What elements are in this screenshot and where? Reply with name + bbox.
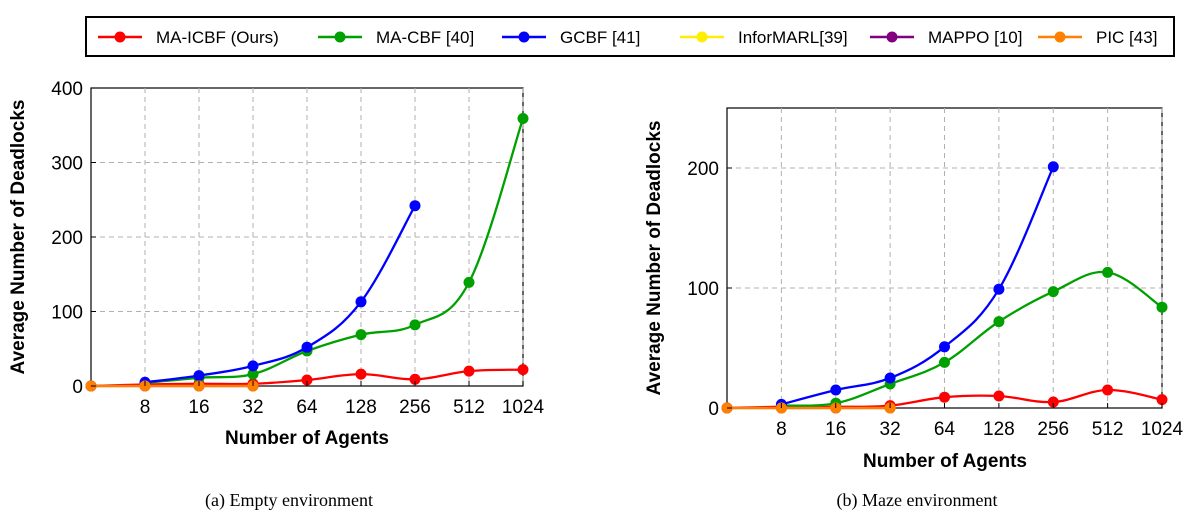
data-point-ma-cbf-40: [1156, 301, 1168, 313]
y-axis-title-a: Average Number of Deadlocks: [8, 100, 29, 375]
data-point-ma-icbf-ours: [301, 374, 313, 386]
y-tick-label: 200: [687, 159, 719, 180]
series-line-gcbf-41: [144, 205, 417, 384]
y-axis-title-b: Average Number of Deadlocks: [644, 121, 665, 396]
caption-b: (b) Maze environment: [837, 490, 998, 511]
legend-entry-mappo-10: MAPPO [10]: [870, 28, 1022, 47]
series-gcbf-41: [139, 200, 421, 388]
data-point-gcbf-41: [830, 384, 842, 396]
legend-box: [85, 16, 1175, 57]
legend-entry-pic-43: PIC [43]: [1038, 28, 1157, 47]
data-point-ma-icbf-ours: [939, 391, 950, 403]
x-tick-label: 16: [188, 397, 209, 418]
y-tick-label: 0: [72, 377, 83, 398]
data-point-ma-cbf-40: [355, 329, 367, 341]
y-tick-label: 200: [51, 228, 83, 249]
data-point-ma-icbf-ours: [517, 364, 529, 376]
chart-empty-environment: 8 16 32 64 128 256 512 1024 0 100 200 300 400 Numbe…: [8, 79, 545, 511]
series-gcbf-41: [775, 161, 1059, 410]
data-point-ma-cbf-40: [939, 356, 950, 368]
y-tick-label: 300: [51, 154, 83, 175]
x-tick-label: 512: [1092, 419, 1124, 440]
data-point-ma-icbf-ours: [355, 368, 367, 380]
data-point-gcbf-41: [1047, 161, 1059, 173]
legend-entry-ma-icbf-ours: MA-ICBF (Ours): [98, 28, 279, 47]
legend-label: PIC [43]: [1096, 28, 1157, 47]
data-point-ma-icbf-ours: [409, 373, 421, 385]
legend-label: MA-ICBF (Ours): [156, 28, 279, 47]
legend-marker: [886, 31, 898, 43]
x-tick-label: 256: [1037, 419, 1069, 440]
data-point-ma-cbf-40: [247, 368, 259, 380]
data-point-gcbf-41: [409, 200, 421, 212]
data-point-gcbf-41: [355, 296, 367, 308]
data-point-ma-cbf-40: [993, 316, 1005, 328]
legend-marker: [1054, 31, 1066, 43]
series-pic-43: [721, 402, 896, 414]
data-point-ma-cbf-40: [463, 276, 475, 288]
legend-marker: [518, 31, 530, 43]
legend-marker: [114, 31, 126, 43]
data-point-ma-icbf-ours: [993, 390, 1005, 402]
data-point-ma-cbf-40: [409, 319, 421, 331]
x-tick-label: 8: [140, 397, 151, 418]
data-point-ma-cbf-40: [517, 113, 529, 124]
y-tick-label: 400: [51, 79, 83, 100]
legend-marker: [334, 31, 346, 43]
data-point-gcbf-41: [301, 341, 313, 353]
x-tick-label: 16: [825, 419, 846, 440]
x-tick-label: 64: [296, 397, 318, 418]
y-tick-label: 100: [51, 303, 83, 324]
legend-entry-informarl-39: InforMARL[39]: [680, 28, 848, 47]
caption-a: (a) Empty environment: [205, 490, 373, 511]
x-tick-label: 1024: [1141, 419, 1184, 440]
x-axis-title-b: Number of Agents: [863, 451, 1027, 472]
data-point-ma-cbf-40: [1102, 266, 1114, 278]
data-point-ma-icbf-ours: [1156, 394, 1168, 406]
data-point-gcbf-41: [884, 372, 896, 384]
data-point-ma-icbf-ours: [1047, 396, 1059, 408]
legend-marker: [696, 31, 708, 43]
x-tick-label: 128: [345, 397, 377, 418]
x-tick-label: 512: [453, 397, 485, 418]
y-tick-label: 100: [687, 279, 719, 300]
x-tick-label: 1024: [502, 397, 545, 418]
series-line-gcbf-41: [781, 166, 1055, 406]
legend-label: MAPPO [10]: [928, 28, 1022, 47]
series-line-ma-cbf-40: [144, 118, 525, 385]
x-tick-label: 8: [776, 419, 787, 440]
data-point-ma-icbf-ours: [1102, 384, 1114, 396]
legend-entry-ma-cbf-40: MA-CBF [40]: [318, 28, 474, 47]
data-point-gcbf-41: [939, 341, 950, 353]
y-tick-label: 0: [708, 399, 719, 420]
legend-label: GCBF [41]: [560, 28, 640, 47]
chart-maze-environment: 8 16 32 64 128 256 512 1024 0 100 200 Number of A…: [644, 107, 1184, 511]
x-tick-label: 128: [983, 419, 1015, 440]
legend: MA-ICBF (Ours) MA-CBF [40] GCBF [41] InforM…: [85, 16, 1175, 57]
x-tick-label: 32: [242, 397, 263, 418]
data-point-gcbf-41: [247, 360, 259, 372]
data-point-ma-cbf-40: [1047, 286, 1059, 298]
data-point-ma-icbf-ours: [463, 365, 475, 377]
legend-entry-gcbf-41: GCBF [41]: [502, 28, 640, 47]
x-tick-label: 256: [399, 397, 431, 418]
x-tick-label: 64: [934, 419, 956, 440]
data-point-gcbf-41: [193, 370, 205, 382]
legend-label: InforMARL[39]: [738, 28, 848, 47]
x-tick-label: 32: [880, 419, 901, 440]
x-axis-title-a: Number of Agents: [225, 428, 389, 449]
series-pic-43: [85, 380, 259, 392]
legend-label: MA-CBF [40]: [376, 28, 474, 47]
series-ma-cbf-40: [139, 113, 529, 389]
data-point-gcbf-41: [993, 283, 1005, 295]
